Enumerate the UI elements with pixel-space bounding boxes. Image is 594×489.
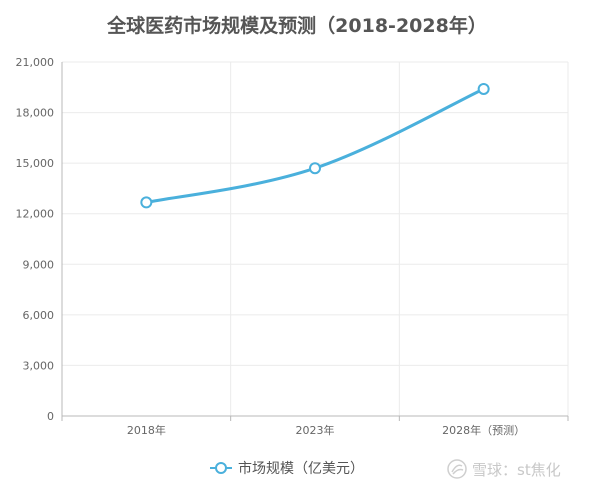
legend[interactable]: 市场规模（亿美元） — [210, 460, 364, 477]
y-tick-label: 18,000 — [16, 107, 55, 120]
series-line — [146, 87, 485, 204]
watermark-text: 雪球：st焦化 — [472, 461, 561, 479]
y-tick-label: 15,000 — [16, 157, 55, 170]
data-point[interactable] — [477, 82, 490, 95]
y-axis: 0 3,000 6,000 9,000 12,000 15,000 18,000 21,000 — [16, 56, 63, 423]
legend-label[interactable]: 市场规模（亿美元） — [238, 460, 364, 477]
y-tick-label: 0 — [47, 410, 54, 423]
grid-layer — [62, 61, 569, 416]
y-tick-label: 6,000 — [23, 309, 55, 322]
y-tick-label: 12,000 — [16, 208, 55, 221]
y-tick-label: 3,000 — [23, 359, 55, 372]
watermark: 雪球：st焦化 — [447, 459, 561, 479]
y-tick-label: 9,000 — [23, 258, 55, 271]
data-point[interactable] — [309, 162, 321, 175]
x-tick-label: 2023年 — [296, 423, 335, 437]
x-tick-label: 2028年（预测） — [442, 423, 525, 437]
x-axis: 2018年 2023年 2028年（预测） — [61, 415, 569, 437]
legend-marker-icon — [215, 462, 227, 474]
chart-title: 全球医药市场规模及预测（2018-2028年） — [106, 14, 487, 37]
snowball-logo-icon — [447, 459, 467, 479]
x-tick-label: 2018年 — [127, 423, 166, 437]
series-layer — [140, 82, 490, 209]
y-tick-label: 21,000 — [16, 56, 55, 69]
data-point[interactable] — [140, 196, 153, 209]
